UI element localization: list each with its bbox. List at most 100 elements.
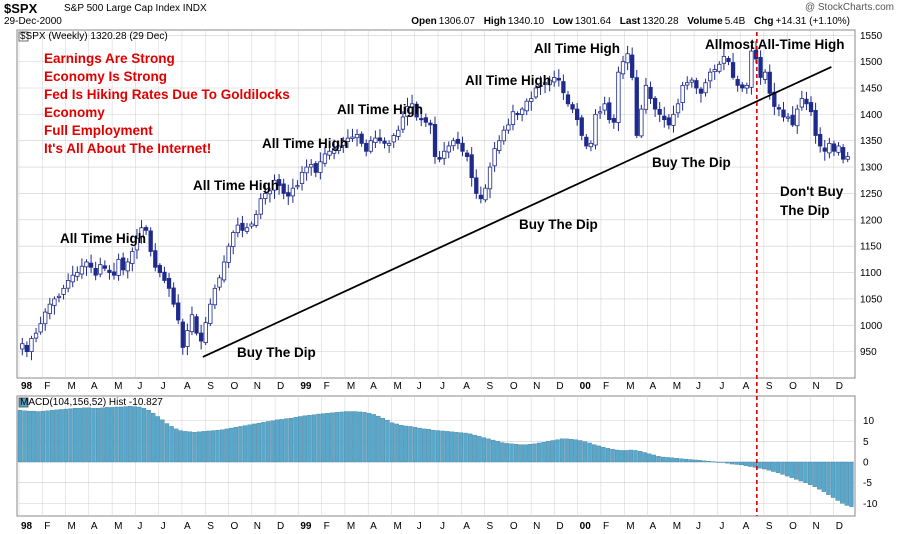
candle-up (703, 82, 708, 94)
macd-hist-bar (311, 414, 317, 463)
candle-up (391, 135, 396, 143)
macd-hist-bar (628, 449, 634, 463)
candle-up (501, 129, 506, 142)
candle-down (121, 257, 126, 271)
macd-hist-bar (77, 408, 82, 463)
candle-down (157, 264, 163, 273)
candle-up (524, 100, 529, 112)
macd-hist-bar (789, 461, 794, 478)
macd-hist-bar (357, 411, 363, 463)
month-label: A (650, 381, 657, 392)
annotation-dont-buy-2: The Dip (780, 203, 830, 218)
month-label: F (603, 381, 609, 392)
month-label: S (207, 521, 214, 532)
macd-hist-bar (123, 406, 128, 463)
candle-down (162, 271, 167, 281)
macd-hist-bar (270, 420, 275, 463)
month-label: O (510, 521, 518, 532)
candle-up (616, 71, 621, 123)
macd-hist-bar (642, 452, 647, 463)
candle-up (387, 142, 392, 146)
macd-hist-bar (334, 412, 340, 463)
macd-hist-bar (426, 429, 431, 463)
candle-up (134, 237, 140, 251)
candle-up (43, 311, 48, 325)
macd-hist-bar (844, 461, 849, 506)
candle-down (171, 287, 176, 305)
month-label: A (91, 521, 98, 532)
candle-up (442, 150, 447, 159)
macd-hist-bar (86, 407, 92, 463)
macd-hist-bar (316, 413, 321, 463)
candle-down (166, 277, 172, 289)
candle-up (235, 224, 240, 234)
candle-down (694, 80, 699, 89)
macd-hist-bar (63, 408, 69, 463)
candle-down (840, 147, 846, 160)
annotation-ath-1998: All Time High (60, 231, 146, 246)
volume-label: Volume (687, 16, 723, 27)
month-label: D (277, 381, 284, 392)
annotation-buy-dip-3: Buy The Dip (652, 155, 731, 170)
candle-down (240, 222, 245, 231)
symbol-description: S&P 500 Large Cap Index INDX (64, 3, 207, 14)
price-tick-label: 1550 (860, 31, 883, 42)
macd-hist-bar (472, 434, 477, 463)
macd-hist-bar (716, 461, 721, 463)
candle-down (758, 56, 763, 78)
macd-tick-label: -10 (863, 499, 878, 510)
candle-down (286, 192, 291, 197)
high-value: 1340.10 (507, 16, 545, 27)
macd-hist-bar (647, 453, 652, 463)
macd-hist-bar (734, 461, 739, 465)
candle-up (47, 303, 52, 314)
macd-hist-bar (50, 410, 55, 463)
candle-down (437, 157, 442, 160)
macd-hist-bar (389, 422, 395, 463)
candle-up (226, 245, 231, 263)
month-label: O (231, 381, 239, 392)
stockcharts-credit[interactable]: @ StockCharts.com (804, 2, 894, 13)
ohlc-readout: Open 1306.07 High 1340.10 Low 1301.64 Last 1… (405, 16, 850, 27)
candle-down (781, 109, 786, 118)
month-label: D (556, 521, 563, 532)
annotation-ath-oct98: All Time High (193, 178, 279, 193)
candle-up (29, 338, 34, 353)
candle-down (88, 262, 94, 268)
macd-hist-bar (527, 444, 533, 463)
month-label: D (556, 381, 563, 392)
macd-hist-bar (683, 458, 689, 463)
macd-hist-bar (109, 407, 115, 463)
macd-hist-bar (651, 454, 657, 463)
macd-hist-bar (366, 413, 372, 463)
candle-up (795, 108, 800, 127)
candle-up (373, 137, 378, 143)
macd-hist-bar (830, 461, 836, 498)
annotation-ath-jul99: All Time High (465, 73, 551, 88)
month-label: M (626, 381, 634, 392)
month-label: N (812, 381, 819, 392)
macd-hist-bar (601, 446, 606, 463)
candle-up (84, 261, 89, 268)
candle-up (130, 251, 135, 264)
month-label: 99 (300, 521, 312, 532)
macd-hist-bar (284, 418, 289, 463)
candle-up (680, 84, 685, 103)
candle-up (602, 103, 607, 111)
candle-down (198, 332, 204, 342)
candle-down (735, 79, 740, 86)
candle-up (322, 153, 328, 164)
macd-hist-bar (380, 417, 386, 463)
candle-up (542, 82, 548, 85)
month-label: A (184, 521, 191, 532)
price-legend-swatch (18, 31, 29, 42)
candle-up (267, 190, 273, 195)
candle-up (671, 113, 676, 126)
candle-up (597, 111, 603, 114)
macd-hist-bar (523, 444, 528, 463)
candle-down (822, 147, 827, 152)
candle-up (208, 303, 213, 324)
month-label: A (650, 521, 657, 532)
macd-hist-bar (711, 461, 716, 463)
price-tick-label: 1000 (860, 321, 883, 332)
